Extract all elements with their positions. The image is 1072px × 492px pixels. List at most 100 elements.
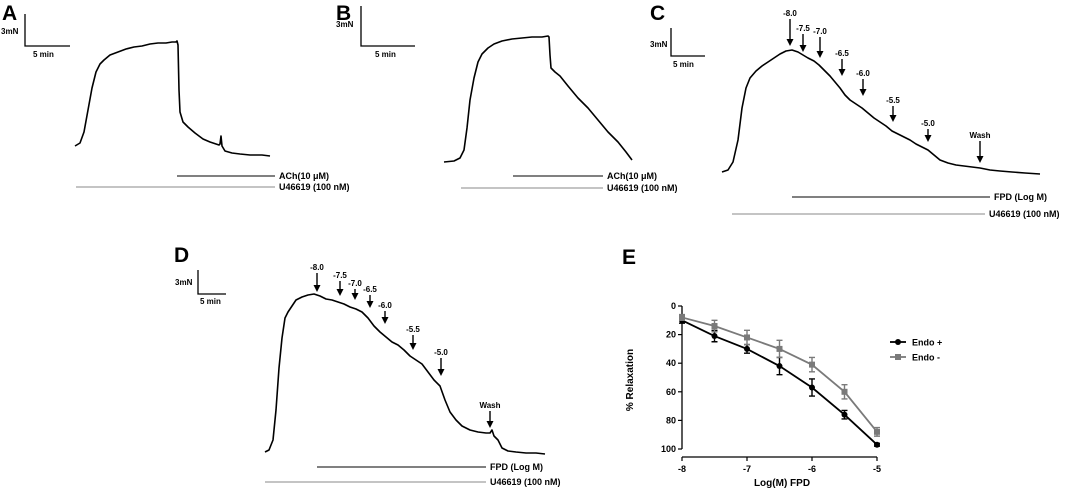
endo-plus-point-1 xyxy=(711,333,718,340)
y-tick-label-20: 20 xyxy=(666,330,676,340)
relaxation-chart: 0 20 40 60 80 100-8 -7 -6 -5 Endo + Endo - xyxy=(661,301,942,474)
panel-d-fpd-label: FPD (Log M) xyxy=(490,462,543,472)
panel-c-dose-4-arrow-head xyxy=(859,89,867,96)
panel-d-dose-4-arrow-head xyxy=(381,317,389,324)
panel-d-dose-2-label: -7.0 xyxy=(348,279,362,288)
y-tick-label-100: 100 xyxy=(661,444,676,454)
panel-b-letter: B xyxy=(336,2,351,25)
panel-a-scale-bar: 3mN 5 min xyxy=(1,14,70,59)
panel-a: A 3mN 5 min ACh(10 μM) U46619 (100 nM) xyxy=(1,2,350,192)
panel-c-scale-force: 3mN xyxy=(650,40,668,49)
panel-d-dose-3-arrow-head xyxy=(366,301,374,308)
panel-c-dose-3-label: -6.5 xyxy=(835,49,849,58)
panel-c-scale-time: 5 min xyxy=(673,60,694,69)
panel-b-ach-label: ACh(10 μM) xyxy=(607,171,657,181)
panel-a-scale-force: 3mN xyxy=(1,27,19,36)
panel-d-dose-5-label: -5.5 xyxy=(406,325,420,334)
panel-d-dose-arrows: -8.0 -7.5-7.0-6.5-6.0 -5.5 -5.0 Wash xyxy=(310,263,501,428)
panel-d-dose-wash-arrow-head xyxy=(486,421,494,428)
endo-plus-point-2 xyxy=(744,345,750,352)
panel-c-dose-5-label: -5.5 xyxy=(886,96,900,105)
panel-c-dose-2-arrow-head xyxy=(816,51,824,58)
panel-c-fpd-label: FPD (Log M) xyxy=(994,192,1047,202)
panel-a-scale-time: 5 min xyxy=(33,50,54,59)
panel-e-letter: E xyxy=(622,246,636,269)
panel-d-dose-0-arrow-head xyxy=(313,285,321,292)
panel-c-u46619-label: U46619 (100 nM) xyxy=(989,209,1060,219)
panel-c-dose-2-label: -7.0 xyxy=(813,27,827,36)
endo-plus-point-4 xyxy=(809,384,815,391)
panel-c-dose-wash-label: Wash xyxy=(969,131,990,140)
endo-plus-point-5 xyxy=(841,411,848,418)
x-tick-label-6: -6 xyxy=(808,464,816,474)
panel-c-dose-1-label: -7.5 xyxy=(796,24,810,33)
panel-e: E % Relaxation Log(M) FPD 0 20 40 60 80 100-8… xyxy=(622,246,942,489)
panel-d: D 3mN 5 min FPD (Log M) U46619 (100 nM) … xyxy=(174,244,561,487)
panel-d-u46619-label: U46619 (100 nM) xyxy=(490,477,561,487)
panel-d-dose-0-label: -8.0 xyxy=(310,263,324,272)
panel-d-dose-3-label: -6.5 xyxy=(363,285,377,294)
panel-c: C 3mN 5 min FPD (Log M) U46619 (100 nM) … xyxy=(650,2,1060,219)
endo-plus-legend-label: Endo + xyxy=(912,338,942,348)
endo-minus-point-1 xyxy=(711,323,718,330)
panel-c-dose-4-label: -6.0 xyxy=(856,69,870,78)
panel-d-dose-2-arrow-head xyxy=(351,293,359,300)
x-tick-label-5: -5 xyxy=(873,464,881,474)
panel-c-dose-wash-arrow-head xyxy=(976,156,984,163)
panel-b: B 3mN 5 min ACh(10 μM) U46619 (100 nM) xyxy=(336,2,678,193)
panel-c-dose-3-arrow-head xyxy=(838,69,846,76)
panel-c-dose-5-arrow-head xyxy=(889,115,897,122)
panel-c-dose-0-arrow-head xyxy=(786,39,794,46)
panel-c-letter: C xyxy=(650,2,665,25)
endo-minus-point-4 xyxy=(809,361,815,368)
panel-c-dose-0-label: -8.0 xyxy=(783,9,797,18)
panel-d-dose-1-arrow-head xyxy=(336,289,344,296)
panel-a-trace xyxy=(74,40,271,157)
endo-plus-legend-marker xyxy=(895,339,901,345)
panel-c-dose-arrows: -8.0 -7.5 -7.0 -6.5 -6.0 -5.5 -5.0 Wash xyxy=(783,9,991,163)
panel-c-dose-6-arrow-head xyxy=(924,135,932,142)
panel-d-dose-6-label: -5.0 xyxy=(434,348,448,357)
panel-d-dose-6-arrow-head xyxy=(437,369,445,376)
endo-plus-point-3 xyxy=(776,363,783,370)
panel-c-dose-1-arrow-head xyxy=(799,45,807,52)
endo-minus-point-2 xyxy=(744,334,750,341)
panel-d-trace xyxy=(264,293,546,455)
endo-minus-legend-marker xyxy=(895,354,901,360)
panel-a-letter: A xyxy=(2,2,17,25)
panel-d-letter: D xyxy=(174,244,189,267)
panel-d-scale-time: 5 min xyxy=(200,297,221,306)
x-tick-label-8: -8 xyxy=(678,464,686,474)
endo-minus-legend-label: Endo - xyxy=(912,353,940,363)
endo-minus-point-0 xyxy=(679,314,685,321)
x-axis-label: Log(M) FPD xyxy=(754,478,810,489)
y-tick-label-0: 0 xyxy=(671,301,676,311)
y-tick-label-40: 40 xyxy=(666,358,676,368)
panel-d-scale-bar: 3mN 5 min xyxy=(175,270,226,306)
panel-c-trace xyxy=(721,49,1041,175)
panel-d-dose-5-arrow-head xyxy=(409,343,417,350)
endo-minus-point-5 xyxy=(841,388,848,395)
endo-minus-point-6 xyxy=(874,428,880,435)
panel-c-scale-bar: 3mN 5 min xyxy=(650,28,705,69)
panel-d-dose-4-label: -6.0 xyxy=(378,301,392,310)
panel-a-u46619-label: U46619 (100 nM) xyxy=(279,182,350,192)
panel-d-dose-1-label: -7.5 xyxy=(333,271,347,280)
panel-b-scale-time: 5 min xyxy=(375,50,396,59)
endo-minus-point-3 xyxy=(776,345,783,352)
panel-c-dose-6-label: -5.0 xyxy=(921,119,935,128)
y-tick-label-80: 80 xyxy=(666,415,676,425)
panel-b-scale-force: 3mN xyxy=(336,20,354,29)
y-tick-label-60: 60 xyxy=(666,387,676,397)
panel-a-ach-label: ACh(10 μM) xyxy=(279,171,329,181)
panel-b-u46619-label: U46619 (100 nM) xyxy=(607,183,678,193)
panel-b-scale-bar: 3mN 5 min xyxy=(336,6,415,59)
panel-d-scale-force: 3mN xyxy=(175,278,193,287)
y-axis-label: % Relaxation xyxy=(625,349,636,411)
endo-plus-point-6 xyxy=(874,441,880,448)
panel-d-dose-wash-label: Wash xyxy=(479,401,500,410)
endo-plus-line xyxy=(681,319,878,446)
panel-b-trace xyxy=(443,35,633,163)
x-tick-label-7: -7 xyxy=(743,464,751,474)
